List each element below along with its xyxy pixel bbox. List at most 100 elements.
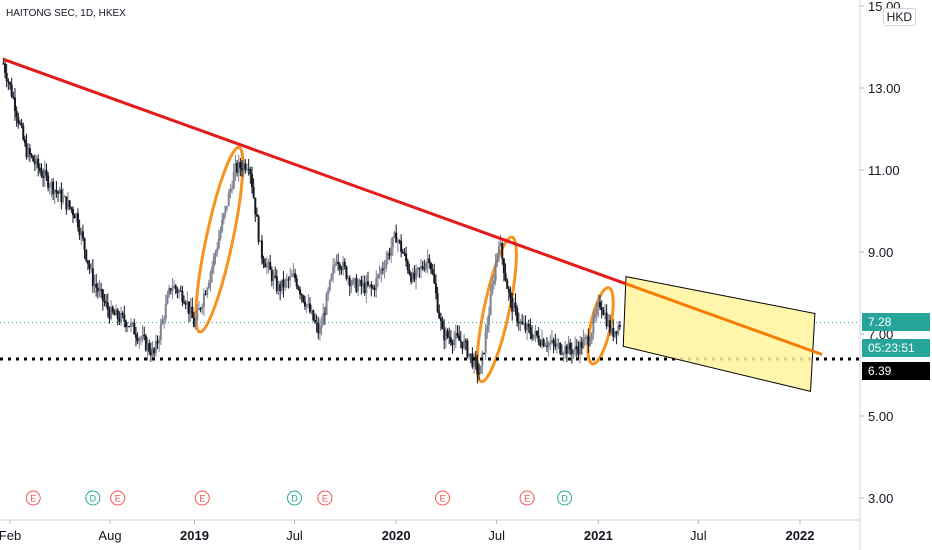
candle-body <box>169 288 172 291</box>
candle-body <box>73 215 76 219</box>
candle-body <box>257 216 260 242</box>
candle-body <box>207 283 210 289</box>
candle-body <box>25 143 28 158</box>
candle-body <box>279 284 282 291</box>
candle-body <box>476 360 479 374</box>
candle-body <box>617 325 620 335</box>
candle-body <box>262 258 265 264</box>
countdown-tag: 05:23:51 <box>862 339 930 357</box>
time-tick-label: Feb <box>0 528 21 543</box>
candle-body <box>133 322 136 335</box>
candle-body <box>439 317 442 321</box>
candle-body <box>486 325 489 332</box>
candle-body <box>575 346 578 350</box>
candle-body <box>348 277 351 287</box>
event-marker-label: E <box>524 494 530 504</box>
currency-label[interactable]: HKD <box>882 8 916 26</box>
candle-body <box>37 158 40 168</box>
candle-body <box>93 283 96 287</box>
event-marker-label: D <box>90 494 97 504</box>
candle-body <box>67 200 70 210</box>
candle-body <box>410 274 413 282</box>
candle-body <box>415 269 418 280</box>
candle-body <box>487 314 490 326</box>
candle-body <box>264 263 267 268</box>
candle-body <box>254 197 257 215</box>
candle-body <box>506 280 509 289</box>
candle-body <box>603 312 606 315</box>
candle-body <box>55 189 58 192</box>
candle-body <box>424 263 427 270</box>
candle-body <box>110 306 113 319</box>
event-marker-label: E <box>30 494 36 504</box>
candle-body <box>443 328 446 341</box>
candle-body <box>189 306 192 314</box>
candle-body <box>441 320 444 329</box>
candle-body <box>178 290 181 293</box>
time-tick-label: Jul <box>690 528 707 543</box>
candle-body <box>204 293 207 295</box>
candle-body <box>420 266 423 269</box>
time-tick-label: 2020 <box>382 528 411 543</box>
candle-body <box>438 311 441 318</box>
price-tick-label: 11.00 <box>868 163 900 178</box>
candle-body <box>199 308 202 310</box>
candle-body <box>234 162 237 172</box>
candle-body <box>360 280 363 287</box>
candle-body <box>618 325 621 327</box>
candle-body <box>22 125 25 140</box>
candle-body <box>352 279 355 284</box>
earnings-event-marker <box>519 490 535 506</box>
candle-body <box>610 328 613 333</box>
candle-body <box>121 312 124 315</box>
candle-body <box>65 196 68 210</box>
candle-body <box>184 303 187 305</box>
candle-body <box>489 293 492 315</box>
candle-body <box>191 306 194 319</box>
candle-body <box>265 264 268 268</box>
time-tick-label: 2019 <box>180 528 209 543</box>
candle-body <box>580 341 583 349</box>
candle-body <box>562 353 565 355</box>
candle-body <box>612 328 615 337</box>
candle-body <box>187 301 190 314</box>
candles-layer <box>0 57 860 384</box>
candle-body <box>183 301 186 304</box>
projection-box-layer <box>622 275 816 393</box>
candle-body <box>333 264 336 267</box>
candle-body <box>550 339 553 343</box>
candle-body <box>337 261 340 265</box>
candle-body <box>126 325 129 328</box>
candle-body <box>43 170 46 179</box>
candle-body <box>335 261 338 265</box>
candle-body <box>497 246 500 254</box>
candle-body <box>494 262 497 281</box>
candle-body <box>589 341 592 346</box>
candle-body <box>517 321 520 324</box>
time-axis: Feb Aug 2019 Jul 2020 Jul 2021 Jul 2022 <box>0 519 860 543</box>
candle-body <box>512 302 515 312</box>
candle-body <box>418 267 421 269</box>
resistance-trendline <box>2 57 627 286</box>
candle-body <box>134 334 137 338</box>
candle-body <box>342 261 345 271</box>
candle-body <box>30 154 33 157</box>
candle-body <box>123 314 126 322</box>
candle-body <box>108 310 111 319</box>
candle-body <box>391 237 394 248</box>
candle-body <box>308 303 311 313</box>
candle-body <box>521 321 524 324</box>
candle-body <box>290 275 293 277</box>
candle-body <box>86 260 89 264</box>
candle-body <box>584 337 587 340</box>
candle-body <box>2 63 5 65</box>
candle-body <box>209 273 212 284</box>
candle-body <box>567 342 570 354</box>
candle-body <box>100 289 103 291</box>
candle-body <box>413 272 416 280</box>
candle-body <box>42 176 45 179</box>
candle-body <box>448 336 451 338</box>
trendline-projection <box>625 282 823 356</box>
candle-body <box>267 262 270 265</box>
